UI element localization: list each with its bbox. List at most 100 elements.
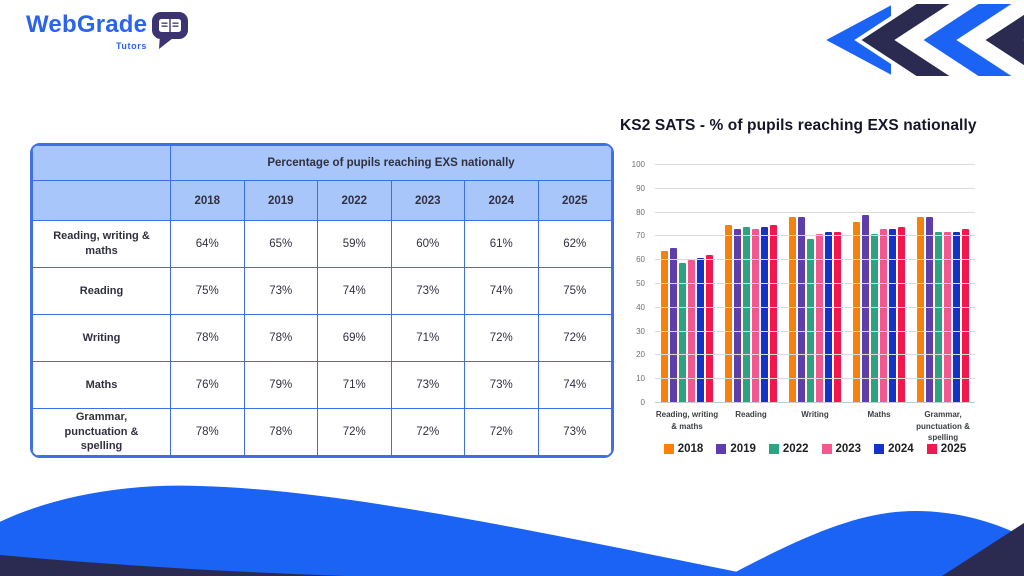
y-tick-label: 90: [636, 183, 645, 193]
logo-sub-text: Tutors: [116, 41, 147, 51]
bar-2019: [670, 248, 677, 403]
bar-2023: [816, 234, 823, 403]
y-tick-label: 20: [636, 350, 645, 360]
table-cell: 59%: [317, 220, 392, 268]
year-header-cell: 2025: [537, 180, 612, 221]
table-cell: 78%: [243, 408, 318, 456]
legend-item-2019: 2019: [716, 443, 756, 455]
bar-2025: [834, 231, 841, 403]
bar-2019: [862, 214, 869, 403]
table-cell: 61%: [464, 220, 539, 268]
category-label: Reading: [735, 410, 767, 419]
table-cell: 74%: [317, 267, 392, 315]
table-cell: 78%: [170, 408, 245, 456]
y-tick-label: 10: [636, 374, 645, 384]
legend-label: 2019: [730, 443, 756, 455]
gridline: [655, 164, 975, 165]
bar-2018: [853, 222, 860, 403]
legend-label: 2023: [835, 443, 862, 455]
table-row: Writing 78% 78% 69% 71% 72% 72%: [32, 314, 612, 362]
category-label: Maths: [867, 410, 891, 419]
table-cell: 69%: [317, 314, 392, 362]
legend-swatch-icon: [926, 444, 937, 454]
table-cell: 76%: [170, 361, 245, 409]
table-cell: 72%: [390, 408, 465, 456]
table-cell: 78%: [243, 314, 318, 362]
gridline: [655, 330, 975, 332]
chart-categories: Reading, writing & maths Reading Writing Ma…: [655, 409, 975, 444]
gridline: [655, 306, 975, 308]
bar-2024: [761, 226, 768, 403]
bar-2018: [725, 224, 732, 403]
y-tick-label: 70: [636, 231, 645, 241]
table-cell: 72%: [464, 314, 539, 362]
row-label: Grammar, punctuation & spelling: [32, 408, 171, 456]
table-cell: 72%: [537, 314, 612, 362]
logo-brand-text: WebGrade: [26, 11, 148, 38]
table-cell: 62%: [537, 220, 612, 268]
year-header-cell: 2018: [170, 180, 245, 221]
bar-2023: [752, 229, 759, 403]
row-label: Maths: [32, 361, 171, 409]
sats-table: Percentage of pupils reaching EXS nation…: [30, 143, 614, 458]
y-tick-label: 30: [636, 326, 645, 336]
table-cell: 72%: [317, 408, 392, 456]
year-header-cell: 2022: [317, 180, 392, 221]
bar-2025: [770, 224, 777, 403]
table-cell: 73%: [537, 408, 612, 456]
table-row: Reading, writing & maths 64% 65% 59% 60% 61% 6…: [32, 220, 612, 268]
bar-2022: [935, 231, 942, 403]
y-tick-label: 50: [636, 279, 645, 288]
chart-y-axis: 0 10 20 30 40 50 60 70 80 90 100: [620, 160, 648, 407]
chart-legend: 2018 2019 2022 2023 2024 2025: [638, 443, 992, 455]
corner-cell: [32, 180, 171, 221]
gridline: [655, 211, 975, 213]
legend-item-2022: 2022: [768, 443, 809, 455]
gridline: [655, 283, 975, 284]
bar-2018: [661, 250, 668, 403]
table-cell: 75%: [170, 267, 245, 315]
legend-swatch-icon: [663, 444, 674, 454]
table-title-cell: Percentage of pupils reaching EXS nation…: [170, 145, 612, 181]
legend-label: 2024: [888, 443, 914, 455]
table-cell: 73%: [464, 361, 539, 409]
bar-group: [788, 165, 842, 403]
category-label: Reading, writing & maths: [655, 410, 719, 431]
bar-group: [916, 165, 970, 403]
bar-2024: [889, 229, 896, 403]
ks2-sats-chart: KS2 SATS - % of pupils reaching EXS nati…: [620, 117, 1006, 469]
year-header-cell: 2023: [390, 180, 465, 221]
table-cell: 73%: [390, 361, 465, 409]
legend-item-2025: 2025: [926, 443, 967, 455]
table-cell: 79%: [243, 361, 318, 409]
legend-label: 2025: [940, 443, 967, 455]
chevrons-icon: [817, 0, 1024, 82]
bar-2023: [880, 229, 887, 403]
table-cell: 72%: [464, 408, 539, 456]
table-cell: 60%: [390, 220, 465, 268]
bar-2022: [679, 262, 686, 403]
table-cell: 74%: [537, 361, 612, 409]
legend-item-2024: 2024: [874, 443, 914, 455]
bar-2025: [962, 229, 969, 403]
corner-cell: [32, 145, 171, 181]
year-header-cell: 2024: [464, 180, 539, 221]
bar-2019: [926, 217, 933, 403]
table-row: Maths 76% 79% 71% 73% 73% 74%: [32, 361, 612, 409]
legend-swatch-icon: [821, 444, 832, 454]
gridline: [655, 235, 975, 237]
table-cell: 71%: [317, 361, 392, 409]
legend-swatch-icon: [874, 444, 885, 454]
chevron-decoration: [814, 0, 1024, 85]
gridline: [655, 354, 975, 356]
gridline: [655, 259, 975, 261]
bar-2018: [789, 217, 796, 403]
table-cell: 65%: [243, 220, 318, 268]
y-tick-label: 80: [636, 207, 645, 217]
table-cell: 73%: [243, 267, 318, 315]
category-label: Writing: [801, 410, 829, 419]
table-cell: 75%: [537, 267, 612, 315]
bar-2025: [898, 226, 905, 403]
chart-title: KS2 SATS - % of pupils reaching EXS nati…: [620, 117, 977, 134]
